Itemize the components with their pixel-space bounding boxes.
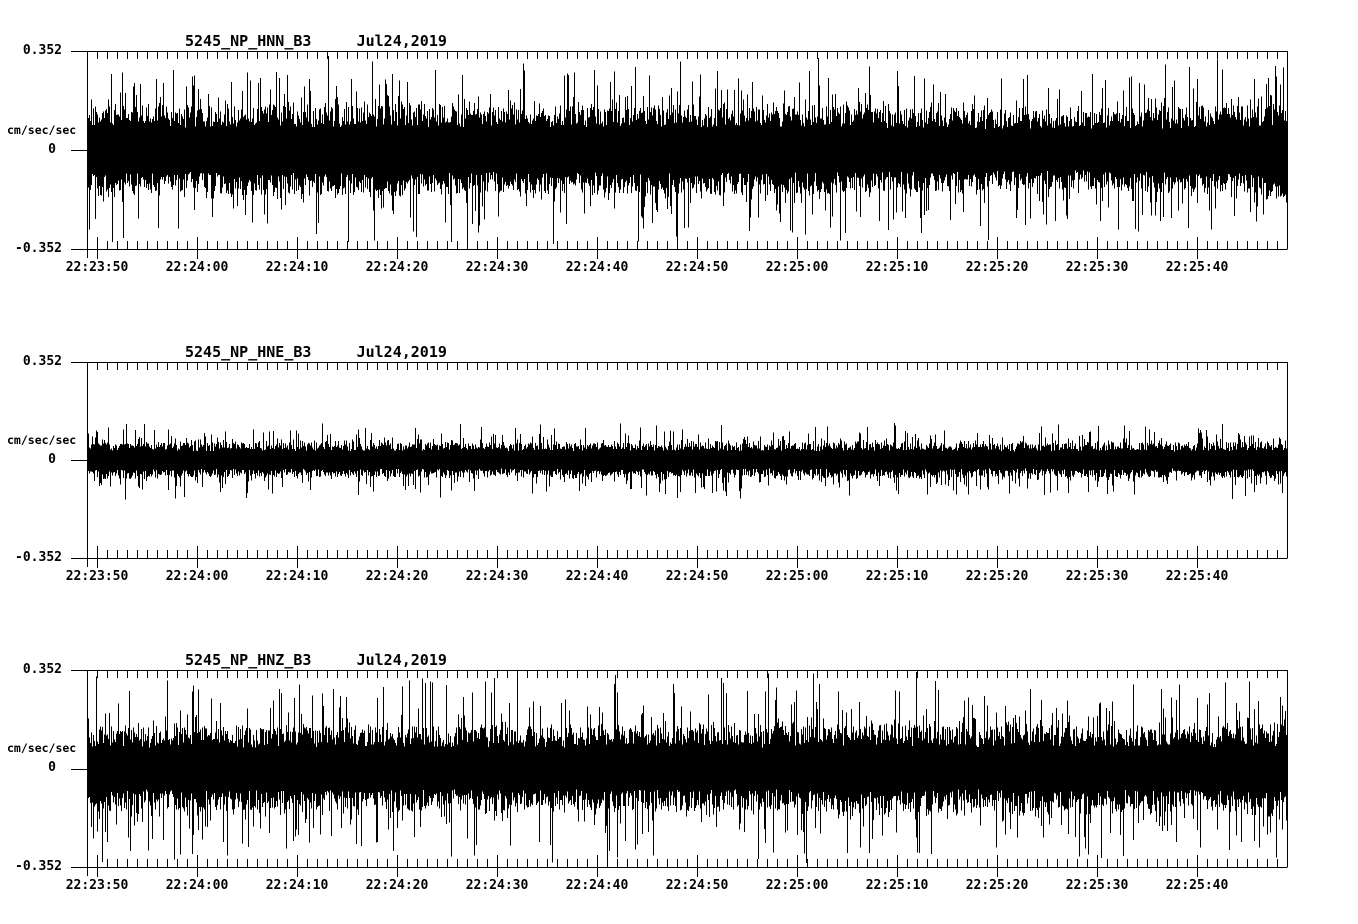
- x-tick-label: 22:24:30: [465, 878, 529, 893]
- panel-title: 5245_NP_HNZ_B3 Jul24,2019: [185, 651, 447, 669]
- y-tick-label-zero: 0: [48, 760, 56, 775]
- x-tick-label: 22:25:00: [765, 569, 829, 584]
- y-axis-units-label: cm/sec/sec: [7, 123, 77, 137]
- x-tick-label: 22:25:40: [1165, 260, 1229, 275]
- x-tick-label: 22:25:20: [965, 878, 1029, 893]
- x-tick-label: 22:24:00: [165, 569, 229, 584]
- x-tick-label: 22:24:10: [265, 569, 329, 584]
- x-tick-label: 22:25:10: [865, 260, 929, 275]
- x-tick-label: 22:25:20: [965, 260, 1029, 275]
- panel-title: 5245_NP_HNN_B3 Jul24,2019: [185, 32, 447, 50]
- x-tick-label: 22:25:20: [965, 569, 1029, 584]
- x-tick-label: 22:24:10: [265, 260, 329, 275]
- y-tick-label-min: -0.352: [15, 859, 62, 874]
- x-tick-label: 22:24:50: [665, 569, 729, 584]
- x-tick-label: 22:24:50: [665, 878, 729, 893]
- x-tick-label: 22:25:10: [865, 878, 929, 893]
- x-tick-label: 22:24:00: [165, 878, 229, 893]
- x-tick-label: 22:24:20: [365, 260, 429, 275]
- x-tick-label: 22:24:20: [365, 878, 429, 893]
- y-tick-label-max: 0.352: [22, 354, 62, 369]
- x-tick-label: 22:25:10: [865, 569, 929, 584]
- y-tick-label-max: 0.352: [22, 662, 62, 677]
- x-tick-label: 22:24:20: [365, 569, 429, 584]
- waveform-trace-hne: [88, 423, 1287, 500]
- y-tick-label-zero: 0: [48, 142, 56, 157]
- x-tick-label: 22:24:40: [565, 878, 629, 893]
- panel-axes-hnn: [71, 51, 1288, 259]
- panel-axes-hne: [71, 362, 1288, 568]
- x-tick-label: 22:23:50: [65, 569, 129, 584]
- x-tick-label: 22:24:00: [165, 260, 229, 275]
- x-tick-label: 22:23:50: [65, 878, 129, 893]
- x-tick-label: 22:24:50: [665, 260, 729, 275]
- panel-title: 5245_NP_HNE_B3 Jul24,2019: [185, 343, 447, 361]
- y-axis-units-label: cm/sec/sec: [7, 433, 77, 447]
- x-tick-label: 22:23:50: [65, 260, 129, 275]
- x-tick-label: 22:25:30: [1065, 569, 1129, 584]
- y-tick-label-max: 0.352: [22, 43, 62, 58]
- y-tick-label-min: -0.352: [15, 550, 62, 565]
- y-axis-units-label: cm/sec/sec: [7, 741, 77, 755]
- waveform-trace-hnn: [88, 56, 1287, 244]
- x-tick-label: 22:25:40: [1165, 569, 1229, 584]
- x-tick-label: 22:24:10: [265, 878, 329, 893]
- y-tick-label-min: -0.352: [15, 241, 62, 256]
- x-tick-label: 22:24:30: [465, 569, 529, 584]
- x-tick-label: 22:25:30: [1065, 260, 1129, 275]
- x-tick-label: 22:25:30: [1065, 878, 1129, 893]
- x-tick-label: 22:24:40: [565, 260, 629, 275]
- y-tick-label-zero: 0: [48, 452, 56, 467]
- x-tick-label: 22:24:40: [565, 569, 629, 584]
- x-tick-label: 22:24:30: [465, 260, 529, 275]
- waveform-trace-hnz: [88, 672, 1287, 865]
- x-tick-label: 22:25:00: [765, 260, 829, 275]
- x-tick-label: 22:25:40: [1165, 878, 1229, 893]
- x-tick-label: 22:25:00: [765, 878, 829, 893]
- panel-axes-hnz: [71, 670, 1288, 877]
